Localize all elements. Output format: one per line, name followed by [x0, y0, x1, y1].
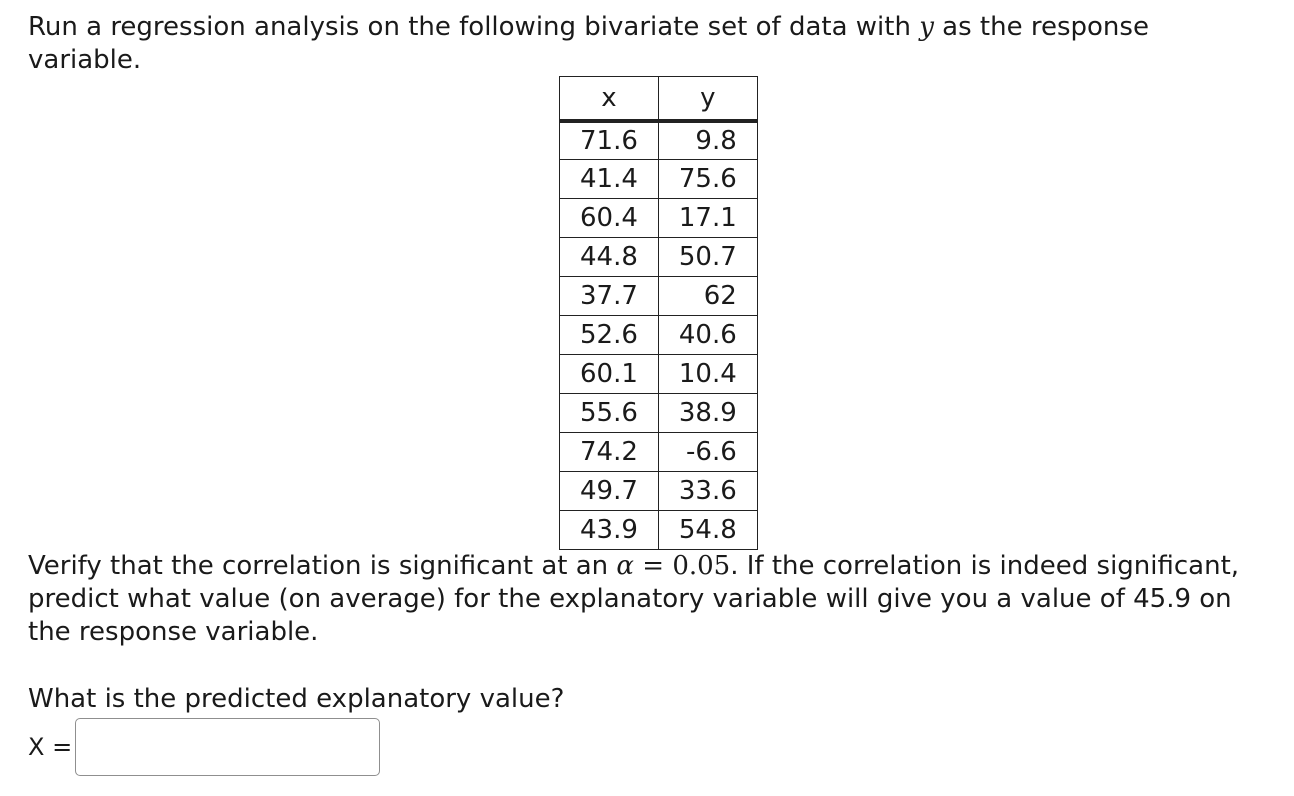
question-text: What is the predicted explanatory value? — [28, 684, 565, 714]
alpha-value: 0.05 — [672, 551, 731, 581]
y-value-cell: 75.6 — [657, 159, 758, 199]
y-value-cell: 40.6 — [657, 315, 758, 355]
response-variable-symbol: y — [919, 12, 934, 42]
x-value-cell: 60.4 — [559, 198, 659, 238]
table-row: 55.6 38.9 — [559, 393, 758, 433]
x-value-cell: 74.2 — [559, 432, 659, 472]
intro-text: Run a regression analysis on the followi… — [28, 12, 1149, 75]
table-row: 37.7 62 — [559, 276, 758, 316]
answer-label: X = — [28, 733, 73, 761]
y-value-cell: 38.9 — [657, 393, 758, 433]
y-value-cell: 50.7 — [657, 237, 758, 277]
header-y: y — [657, 76, 758, 123]
y-value-cell: 54.8 — [657, 510, 758, 550]
y-value-cell: 17.1 — [657, 198, 758, 238]
x-value-cell: 43.9 — [559, 510, 659, 550]
x-value-cell: 60.1 — [559, 354, 659, 394]
y-value-cell: 9.8 — [657, 120, 758, 160]
answer-input[interactable] — [75, 718, 380, 776]
x-value-cell: 52.6 — [559, 315, 659, 355]
table-row: 49.7 33.6 — [559, 471, 758, 511]
x-value-cell: 41.4 — [559, 159, 659, 199]
data-table: x y 71.6 9.8 41.4 75.6 60.4 17.1 44.8 50.7 37.7 6… — [559, 76, 758, 550]
table-row: 60.4 17.1 — [559, 198, 758, 238]
y-value-cell: -6.6 — [657, 432, 758, 472]
table-row: 44.8 50.7 — [559, 237, 758, 277]
x-value-cell: 55.6 — [559, 393, 659, 433]
table-row: 43.9 54.8 — [559, 510, 758, 550]
x-value-cell: 49.7 — [559, 471, 659, 511]
table-row: 60.1 10.4 — [559, 354, 758, 394]
y-value-cell: 10.4 — [657, 354, 758, 394]
header-x: x — [559, 76, 659, 123]
x-value-cell: 44.8 — [559, 237, 659, 277]
y-value-cell: 33.6 — [657, 471, 758, 511]
x-value-cell: 37.7 — [559, 276, 659, 316]
table-row: 74.2 -6.6 — [559, 432, 758, 472]
table-row: 71.6 9.8 — [559, 120, 758, 160]
table-row: 52.6 40.6 — [559, 315, 758, 355]
verify-text: Verify that the correlation is significa… — [28, 551, 1240, 647]
x-value-cell: 71.6 — [559, 120, 659, 160]
table-row: 41.4 75.6 — [559, 159, 758, 199]
alpha-symbol: α — [616, 551, 634, 581]
y-value-cell: 62 — [657, 276, 758, 316]
